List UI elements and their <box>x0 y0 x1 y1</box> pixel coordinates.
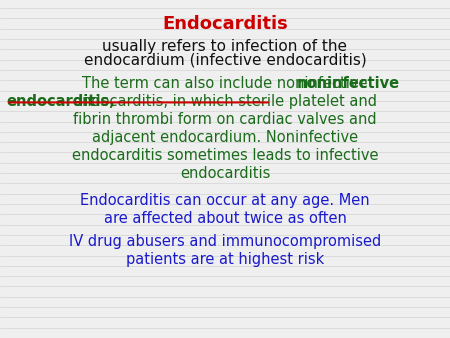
Text: Endocarditis: Endocarditis <box>162 15 288 33</box>
Text: endocardium (infective endocarditis): endocardium (infective endocarditis) <box>84 52 366 67</box>
Text: Endocarditis can occur at any age. Men: Endocarditis can occur at any age. Men <box>80 193 370 208</box>
Text: endocarditis: endocarditis <box>180 166 270 180</box>
Text: adjacent endocardium. Noninfective: adjacent endocardium. Noninfective <box>92 130 358 145</box>
Text: endocarditis, in which sterile platelet and: endocarditis, in which sterile platelet … <box>73 94 377 109</box>
Text: The term can also include noninfective: The term can also include noninfective <box>82 76 368 91</box>
Text: noninfective: noninfective <box>296 76 400 91</box>
Text: endocarditis,: endocarditis, <box>6 94 115 109</box>
Text: fibrin thrombi form on cardiac valves and: fibrin thrombi form on cardiac valves an… <box>73 112 377 127</box>
Text: usually refers to infection of the: usually refers to infection of the <box>103 39 347 54</box>
Text: IV drug abusers and immunocompromised: IV drug abusers and immunocompromised <box>69 234 381 249</box>
Text: are affected about twice as often: are affected about twice as often <box>104 211 346 225</box>
Text: The term can also include: The term can also include <box>32 76 226 91</box>
Text: endocarditis sometimes leads to infective: endocarditis sometimes leads to infectiv… <box>72 148 378 163</box>
Text: patients are at highest risk: patients are at highest risk <box>126 252 324 267</box>
